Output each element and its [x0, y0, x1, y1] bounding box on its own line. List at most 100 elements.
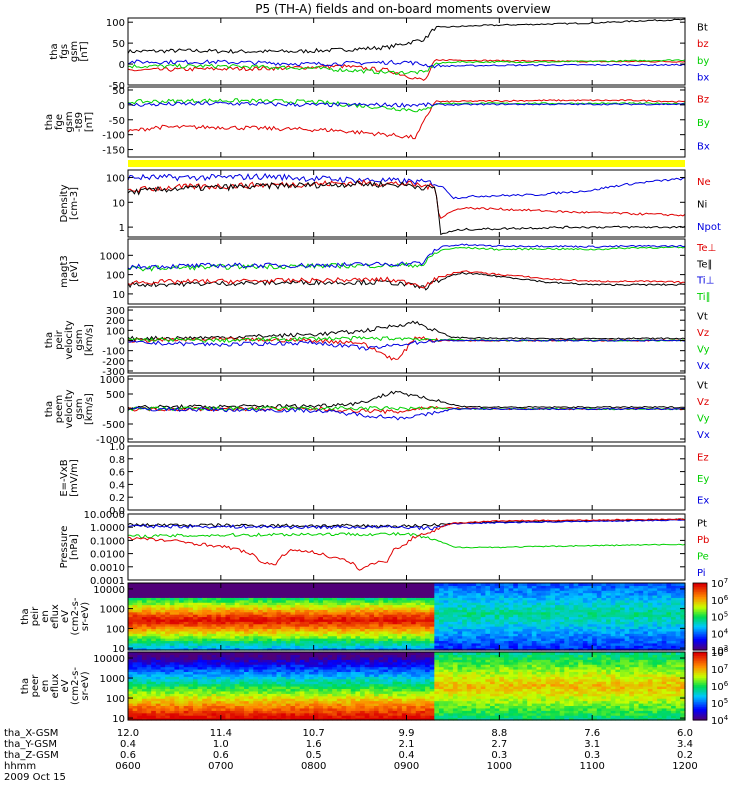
spectrogram-cell	[438, 630, 445, 634]
spectrogram-cell	[666, 585, 672, 589]
spectrogram-cell	[225, 633, 231, 637]
y-axis-label: [nPa]	[69, 534, 80, 560]
spectrogram-cell	[425, 594, 431, 598]
spectrogram-cell	[661, 626, 668, 630]
spectrogram-cell	[128, 628, 134, 632]
spectrogram-cell	[202, 715, 208, 719]
spectrogram-cell	[183, 611, 189, 615]
spectrogram-cell	[239, 705, 245, 709]
spectrogram-cell	[657, 640, 663, 644]
spectrogram-cell	[661, 614, 668, 618]
spectrogram-cell	[141, 621, 148, 625]
spectrogram-cell	[420, 602, 426, 606]
spectrogram-cell	[248, 609, 254, 613]
spectrogram-cell	[429, 635, 435, 639]
spectrogram-cell	[536, 616, 542, 620]
spectrogram-cell	[661, 583, 668, 586]
spectrogram-cell	[360, 592, 366, 596]
spectrogram-cell	[169, 626, 176, 630]
spectrogram-cell	[128, 695, 134, 699]
spectrogram-cell	[350, 609, 357, 613]
spectrogram-cell	[313, 640, 319, 644]
spectrogram-cell	[216, 690, 222, 694]
spectrogram-cell	[392, 642, 398, 646]
spectrogram-cell	[146, 654, 152, 658]
spectrogram-cell	[633, 638, 640, 642]
spectrogram-cell	[582, 640, 589, 644]
spectrogram-cell	[290, 630, 296, 634]
spectrogram-cell	[169, 654, 176, 658]
spectrogram-cell	[592, 623, 598, 627]
panel-pressure: 10.00001.00000.10000.01000.00100.0001Pre…	[59, 510, 709, 587]
spectrogram-cell	[165, 616, 171, 620]
spectrogram-cell	[369, 599, 375, 603]
spectrogram-cell	[587, 592, 593, 596]
spectrogram-cell	[582, 602, 589, 606]
spectrogram-cell	[285, 630, 292, 634]
spectrogram-cell	[434, 626, 440, 630]
spectrogram-cell	[309, 681, 315, 685]
spectrogram-cell	[304, 695, 310, 699]
spectrogram-cell	[183, 614, 189, 618]
spectrogram-cell	[192, 585, 199, 589]
spectrogram-cell	[192, 710, 199, 714]
spectrogram-cell	[151, 606, 157, 610]
spectrogram-cell	[652, 618, 658, 622]
spectrogram-cell	[295, 614, 301, 618]
spectrogram-cell	[555, 638, 561, 642]
spectrogram-cell	[188, 597, 194, 601]
spectrogram-cell	[647, 609, 654, 613]
spectrogram-cell	[415, 635, 422, 639]
spectrogram-cell	[485, 609, 491, 613]
spectrogram-cell	[225, 592, 231, 596]
spectrogram-cell	[141, 597, 148, 601]
spectrogram-cell	[513, 592, 519, 596]
spectrogram-cell	[281, 698, 287, 702]
spectrogram-cell	[531, 587, 538, 591]
spectrogram-cell	[392, 604, 398, 608]
spectrogram-cell	[267, 715, 273, 719]
spectrogram-cell	[466, 583, 473, 586]
spectrogram-cell	[271, 656, 278, 660]
spectrogram-cell	[411, 609, 417, 613]
y-tick-label: 0.0	[109, 506, 125, 517]
spectrogram-cell	[192, 705, 199, 709]
spectrogram-cell	[364, 602, 370, 606]
spectrogram-cell	[165, 693, 171, 697]
spectrogram-cell	[638, 623, 644, 627]
y-axis-label: [cm-3]	[69, 187, 80, 220]
spectrogram-cell	[304, 707, 310, 711]
spectrogram-cell	[550, 628, 556, 632]
spectrogram-cell	[248, 638, 254, 642]
spectrogram-cell	[601, 642, 607, 646]
spectrogram-cell	[494, 592, 500, 596]
spectrogram-cell	[137, 712, 143, 716]
spectrogram-cell	[234, 693, 240, 697]
spectrogram-cell	[281, 652, 287, 656]
spectrogram-cell	[443, 602, 449, 606]
spectrogram-cell	[397, 638, 403, 642]
spectrogram-cell	[188, 606, 194, 610]
spectrogram-cell	[378, 638, 384, 642]
spectrogram-cell	[545, 609, 551, 613]
spectrogram-cell	[559, 621, 565, 625]
spectrogram-cell	[401, 626, 408, 630]
spectrogram-cell	[629, 609, 635, 613]
spectrogram-cell	[503, 628, 510, 632]
spectrogram-cell	[225, 664, 231, 668]
spectrogram-cell	[652, 645, 658, 649]
spectrogram-cell	[666, 599, 672, 603]
spectrogram-cell	[276, 585, 282, 589]
spectrogram-cell	[276, 635, 282, 639]
spectrogram-cell	[545, 592, 551, 596]
spectrogram-cell	[299, 671, 305, 675]
spectrogram-cell	[633, 618, 640, 622]
spectrogram-cell	[253, 642, 259, 646]
spectrogram-cell	[522, 647, 528, 651]
spectrogram-cell	[225, 700, 231, 704]
spectrogram-cell	[452, 618, 459, 622]
spectrogram-cell	[374, 638, 380, 642]
spectrogram-cell	[517, 616, 524, 620]
spectrogram-cell	[401, 645, 408, 649]
spectrogram-cell	[155, 635, 162, 639]
